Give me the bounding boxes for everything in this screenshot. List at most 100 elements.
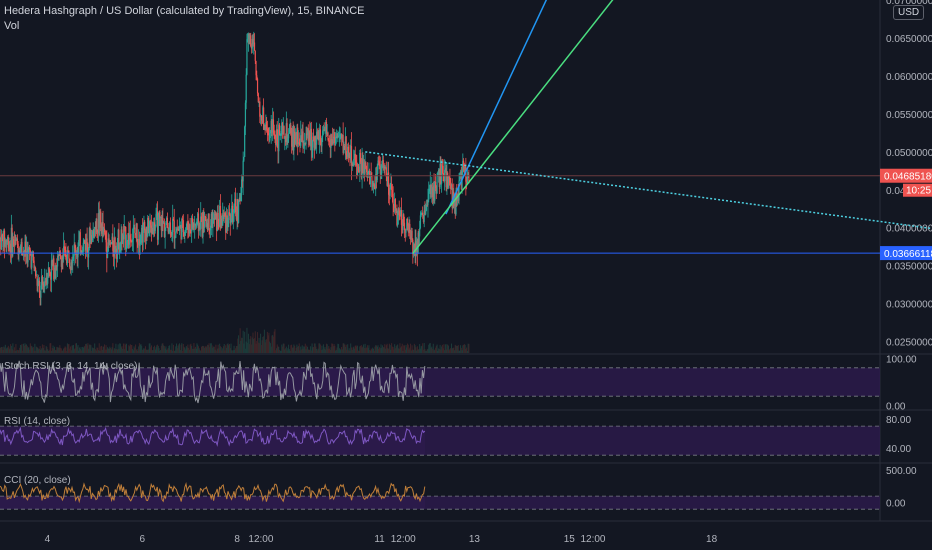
- volume-bar: [260, 344, 262, 353]
- candle-body: [343, 146, 345, 153]
- volume-bar: [116, 349, 118, 353]
- candle-body: [397, 208, 400, 216]
- volume-bar: [150, 347, 152, 353]
- volume-bar: [13, 347, 15, 353]
- candle-body: [91, 231, 94, 240]
- candle-body: [327, 132, 329, 141]
- volume-bar: [378, 348, 380, 353]
- volume-bar: [200, 346, 202, 353]
- cci-band-ext: [425, 496, 880, 510]
- candle-body: [187, 221, 189, 230]
- stoch-rsi-label[interactable]: Stoch RSI (3, 3, 14, 14, close): [4, 361, 138, 372]
- volume-bar: [395, 346, 397, 353]
- volume-bar: [426, 349, 428, 353]
- candle-body: [332, 136, 334, 144]
- candle-body: [172, 218, 174, 232]
- volume-bar: [88, 348, 90, 353]
- volume-bar: [279, 350, 281, 353]
- candle-body: [211, 213, 213, 228]
- candle-body: [218, 224, 220, 227]
- volume-bar: [307, 346, 309, 353]
- candle-body: [119, 242, 122, 252]
- candle-body: [166, 217, 169, 229]
- volume-bar: [219, 343, 221, 353]
- volume-bar: [177, 345, 179, 353]
- volume-bar: [208, 343, 210, 353]
- volume-bar: [281, 344, 283, 353]
- symbol-title: Hedera Hashgraph / US Dollar (calculated…: [4, 5, 365, 17]
- volume-bar: [266, 339, 268, 353]
- candle-body: [392, 193, 394, 205]
- candle-body: [348, 152, 350, 158]
- candle-body: [156, 211, 159, 240]
- volume-bar: [200, 350, 202, 353]
- currency-button[interactable]: USD: [893, 5, 925, 20]
- candle-body: [28, 247, 30, 249]
- volume-bar: [280, 350, 282, 353]
- candle-body: [396, 208, 398, 226]
- volume-bar: [47, 349, 49, 353]
- volume-bar: [116, 349, 118, 353]
- volume-bar: [305, 349, 307, 353]
- candle-body: [458, 180, 460, 201]
- candle-body: [309, 131, 311, 146]
- volume-bar: [310, 350, 312, 353]
- volume-bar: [406, 347, 408, 353]
- volume-bar: [304, 343, 306, 353]
- volume-bar: [385, 345, 387, 353]
- candle-body: [88, 227, 90, 248]
- candle-body: [254, 50, 256, 61]
- volume-bar: [88, 344, 90, 353]
- candle-body: [378, 161, 381, 166]
- volume-bar: [135, 344, 137, 353]
- candle-body: [212, 218, 214, 228]
- volume-bar: [1, 347, 3, 353]
- volume-bar: [329, 348, 331, 353]
- candle-body: [41, 276, 43, 286]
- volume-bar: [97, 347, 99, 353]
- candle-body: [61, 257, 63, 267]
- volume-bar: [332, 343, 334, 353]
- volume-bar: [311, 343, 313, 353]
- volume-bar: [357, 350, 359, 353]
- candle-body: [412, 244, 415, 255]
- volume-bar: [5, 349, 7, 353]
- volume-bar: [354, 345, 356, 353]
- volume-bar: [453, 350, 455, 353]
- rsi-label[interactable]: RSI (14, close): [4, 416, 71, 427]
- candle-body: [250, 46, 253, 49]
- volume-bar: [288, 349, 290, 353]
- volume-bar: [107, 347, 109, 353]
- cci-label[interactable]: CCI (20, close): [4, 475, 71, 486]
- volume-bar: [417, 349, 419, 353]
- candle-body: [393, 204, 395, 208]
- volume-bar: [138, 346, 140, 353]
- volume-bar: [137, 350, 139, 353]
- volume-bar: [321, 345, 323, 353]
- volume-bar: [220, 347, 222, 353]
- volume-bar: [400, 346, 402, 353]
- volume-bar: [51, 350, 53, 353]
- candle-body: [432, 185, 434, 198]
- dotted-trendline: [365, 151, 932, 230]
- volume-bar: [283, 343, 285, 353]
- candle-body: [209, 225, 212, 231]
- cci-tick-label: 500.00: [886, 466, 917, 477]
- volume-bar: [135, 349, 137, 353]
- volume-bar: [351, 349, 353, 353]
- volume-bar: [144, 349, 146, 353]
- volume-bar: [313, 343, 315, 353]
- candle-body: [220, 218, 222, 229]
- volume-bar: [342, 343, 344, 353]
- volume-bar: [358, 350, 360, 353]
- volume-bar: [285, 348, 287, 353]
- candle-body: [178, 225, 181, 231]
- volume-bar: [374, 346, 376, 353]
- candle-body: [67, 250, 69, 252]
- volume-bar: [279, 349, 281, 353]
- candle-body: [95, 218, 97, 229]
- volume-bar: [11, 349, 13, 353]
- volume-bar: [58, 347, 60, 353]
- volume-bar: [223, 344, 225, 353]
